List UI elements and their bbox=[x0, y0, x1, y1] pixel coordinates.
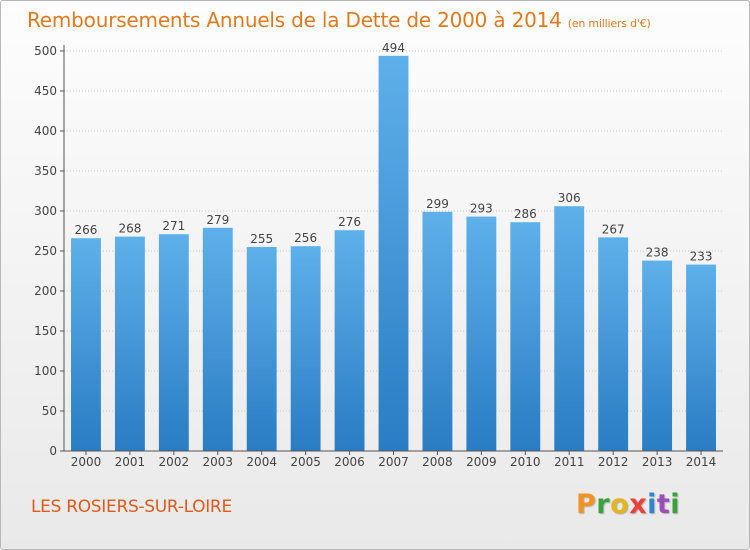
y-tick-label: 450 bbox=[34, 84, 57, 98]
x-tick-label: 2005 bbox=[290, 455, 321, 469]
bar bbox=[246, 247, 277, 451]
y-tick-label: 0 bbox=[49, 444, 57, 458]
bar-value-label: 306 bbox=[558, 191, 581, 205]
logo-letter: r bbox=[596, 489, 611, 520]
bar bbox=[158, 234, 189, 451]
bar-value-label: 286 bbox=[514, 207, 537, 221]
y-tick-label: 400 bbox=[34, 124, 57, 138]
proxiti-logo: Proxiti bbox=[576, 489, 680, 520]
bar bbox=[334, 230, 365, 451]
x-tick-label: 2014 bbox=[686, 455, 717, 469]
data-labels: 266 268 271 279 255 256 276 494 299 293 286 306 267 2… bbox=[75, 41, 713, 264]
bar bbox=[114, 236, 145, 451]
y-tick-label: 100 bbox=[34, 364, 57, 378]
bar bbox=[598, 237, 629, 451]
bar-value-label: 494 bbox=[382, 41, 405, 55]
logo-letter: x bbox=[629, 489, 648, 520]
bar-value-label: 266 bbox=[75, 223, 98, 237]
y-tick-label: 200 bbox=[34, 284, 57, 298]
bars bbox=[71, 55, 716, 452]
location-name: LES ROSIERS-SUR-LOIRE bbox=[31, 497, 232, 517]
x-tick-label: 2004 bbox=[246, 455, 277, 469]
bar-value-label: 293 bbox=[470, 202, 493, 216]
logo-letter: t bbox=[656, 489, 671, 520]
x-tick-label: 2012 bbox=[598, 455, 629, 469]
bar-value-label: 256 bbox=[294, 231, 317, 245]
x-tick-label: 2008 bbox=[422, 455, 453, 469]
y-tick-label: 300 bbox=[34, 204, 57, 218]
x-tick-label: 2011 bbox=[554, 455, 585, 469]
bar bbox=[290, 246, 321, 451]
y-tick-label: 50 bbox=[42, 404, 57, 418]
bar bbox=[642, 260, 673, 451]
logo-letter: o bbox=[610, 489, 630, 520]
bar-value-label: 268 bbox=[118, 222, 141, 236]
bar bbox=[554, 206, 585, 451]
bar bbox=[202, 227, 233, 451]
bar bbox=[422, 211, 453, 451]
axes: 0 50 100 150 200 250 300 350 400 450 500 2000 2001 20… bbox=[34, 44, 723, 469]
y-tick-label: 250 bbox=[34, 244, 57, 258]
x-tick-label: 2007 bbox=[378, 455, 409, 469]
x-tick-label: 2006 bbox=[334, 455, 365, 469]
bar bbox=[510, 222, 541, 451]
logo-letter: i bbox=[670, 489, 681, 520]
x-tick-label: 2003 bbox=[202, 455, 233, 469]
x-tick-label: 2002 bbox=[159, 455, 190, 469]
bar-value-label: 238 bbox=[646, 246, 669, 260]
bar bbox=[378, 55, 409, 452]
x-tick-label: 2009 bbox=[466, 455, 497, 469]
bar bbox=[466, 216, 497, 451]
x-tick-label: 2001 bbox=[115, 455, 146, 469]
bar-chart: 0 50 100 150 200 250 300 350 400 450 500 2000 2001 20… bbox=[34, 41, 723, 469]
bar-value-label: 271 bbox=[162, 219, 185, 233]
y-tick-label: 150 bbox=[34, 324, 57, 338]
bar-value-label: 233 bbox=[690, 250, 713, 264]
logo-letter: i bbox=[647, 489, 657, 520]
bar bbox=[686, 264, 716, 451]
x-tick-label: 2010 bbox=[510, 455, 541, 469]
chart-title-text: Remboursements Annuels de la Dette de 20… bbox=[27, 8, 562, 32]
chart-unit: (en milliers d'€) bbox=[567, 17, 651, 30]
bar-value-label: 299 bbox=[426, 197, 449, 211]
bar-value-label: 255 bbox=[250, 232, 273, 246]
x-tick-label: 2000 bbox=[71, 455, 102, 469]
y-tick-label: 350 bbox=[34, 164, 57, 178]
bar bbox=[71, 238, 101, 451]
bar-value-label: 276 bbox=[338, 215, 361, 229]
x-tick-label: 2013 bbox=[642, 455, 673, 469]
logo-letter: P bbox=[576, 489, 597, 520]
chart-title: Remboursements Annuels de la Dette de 20… bbox=[27, 8, 651, 32]
y-tick-label: 500 bbox=[34, 44, 57, 58]
bar-value-label: 279 bbox=[206, 213, 229, 227]
bar-value-label: 267 bbox=[602, 222, 625, 236]
